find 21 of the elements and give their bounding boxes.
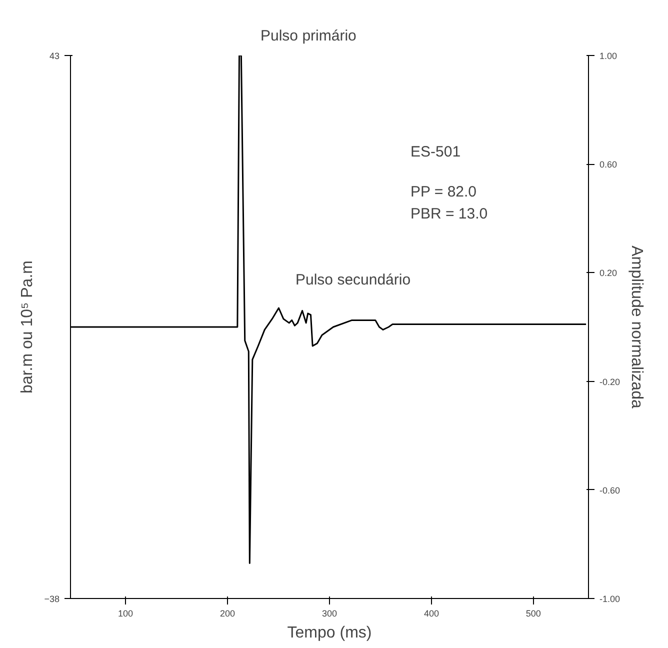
annotation: ES-501	[410, 144, 461, 160]
y2-tick-label: 1.00	[600, 51, 618, 61]
y2-tick-label: -1.00	[600, 594, 620, 604]
text: Pulso primário	[260, 28, 356, 44]
annotation: Pulso secundário	[296, 272, 411, 288]
annotation: PP = 82.0	[410, 184, 477, 200]
y-tick-label: 43	[49, 51, 60, 61]
y2-tick-label: -0.60	[600, 485, 620, 496]
annotation: PBR = 13.0	[410, 206, 488, 222]
y-tick-label: −38	[44, 594, 60, 604]
x-tick-label: 300	[322, 608, 338, 618]
x-axis-title: Tempo (ms)	[287, 624, 372, 642]
x-tick-label: 400	[424, 608, 439, 618]
x-tick-label: 200	[220, 608, 236, 618]
x-tick-label: 500	[526, 608, 541, 618]
y2-axis-title: Amplitude normalizada	[628, 246, 646, 408]
y2-tick-label: 0.20	[600, 268, 618, 278]
y-axis-title: bar.m ou 10⁵ Pa.m	[19, 260, 36, 394]
y2-tick-label: 0.60	[600, 160, 618, 170]
x-tick-label: 100	[118, 608, 134, 618]
y2-tick-label: -0.20	[600, 376, 620, 387]
